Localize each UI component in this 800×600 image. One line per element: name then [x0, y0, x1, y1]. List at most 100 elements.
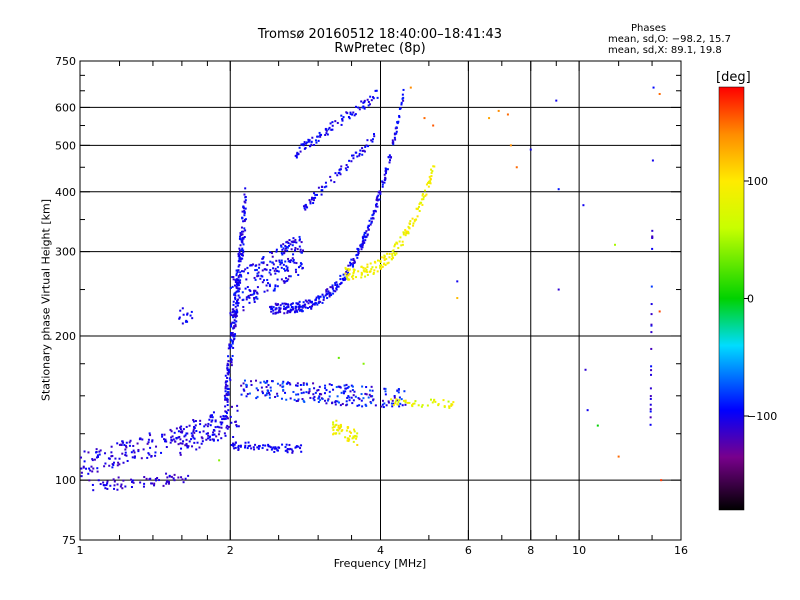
data-point [165, 446, 168, 449]
data-point [340, 281, 343, 284]
data-point [288, 259, 291, 262]
data-point [281, 253, 284, 256]
data-point [262, 262, 265, 265]
data-point [161, 433, 164, 436]
data-point [380, 264, 383, 267]
data-point [306, 307, 309, 310]
data-point [300, 241, 303, 244]
data-point [369, 389, 372, 392]
data-point [271, 380, 274, 383]
data-point [299, 264, 302, 267]
data-point [228, 368, 231, 371]
data-point [397, 401, 400, 404]
data-point [339, 283, 342, 286]
data-point [292, 308, 295, 311]
data-point [392, 402, 395, 405]
data-point [336, 283, 339, 286]
data-point [276, 392, 279, 395]
data-point [387, 400, 390, 403]
data-point [253, 292, 256, 295]
data-point [302, 391, 305, 394]
data-point [265, 393, 268, 396]
data-point [154, 478, 157, 481]
data-point [105, 484, 108, 487]
data-point [265, 268, 268, 271]
data-point [354, 113, 357, 116]
data-point [401, 93, 404, 96]
data-point [364, 267, 367, 270]
data-point [351, 275, 354, 278]
data-point [327, 292, 330, 295]
data-point [227, 370, 230, 373]
data-point [137, 448, 140, 451]
data-point [398, 399, 401, 402]
data-point [286, 240, 289, 243]
data-point [317, 295, 320, 298]
data-point [92, 489, 95, 492]
data-point [369, 395, 372, 398]
data-point [178, 435, 181, 438]
data-point [370, 268, 373, 271]
data-point [351, 113, 354, 116]
data-point [423, 189, 426, 192]
data-point [339, 278, 342, 281]
data-point [287, 278, 290, 281]
data-point [163, 433, 166, 436]
data-point [331, 121, 334, 124]
data-point [243, 212, 246, 215]
data-point [384, 176, 387, 179]
data-point [376, 259, 379, 262]
data-point [242, 237, 245, 240]
data-point [190, 310, 193, 313]
data-point [281, 443, 284, 446]
data-point [377, 194, 380, 197]
data-point [427, 180, 430, 183]
data-point [80, 467, 83, 470]
data-point [193, 426, 196, 429]
data-point [211, 419, 214, 422]
data-point [363, 270, 366, 273]
data-point [80, 475, 83, 478]
data-point [393, 243, 396, 246]
data-point [253, 298, 256, 301]
data-point [226, 391, 229, 394]
data-point [102, 481, 105, 484]
data-point [308, 299, 311, 302]
data-point [287, 257, 290, 260]
data-point [234, 441, 237, 444]
data-point [303, 147, 306, 150]
data-point [352, 257, 355, 260]
data-point [179, 453, 182, 456]
data-point [119, 485, 122, 488]
data-point [314, 193, 317, 196]
data-point [177, 443, 180, 446]
data-point [229, 287, 232, 290]
data-point [442, 399, 445, 402]
data-point [154, 454, 157, 457]
data-point [415, 218, 418, 221]
data-point [232, 338, 235, 341]
data-point [361, 244, 364, 247]
data-point [402, 96, 405, 99]
data-point [209, 438, 212, 441]
data-point [311, 303, 314, 306]
data-point [269, 389, 272, 392]
data-point [303, 207, 306, 210]
data-point [353, 114, 356, 117]
data-point [285, 443, 288, 446]
data-point [110, 451, 113, 454]
data-point [99, 449, 102, 452]
data-point [450, 404, 453, 407]
data-point [296, 310, 299, 313]
data-point [219, 415, 222, 418]
data-point [278, 308, 281, 311]
data-point [237, 284, 240, 287]
data-point [282, 243, 285, 246]
data-point [131, 456, 134, 459]
data-point [211, 438, 214, 441]
data-point [372, 133, 375, 136]
data-point [335, 419, 338, 422]
data-point [374, 261, 377, 264]
data-point [327, 290, 330, 293]
data-point [371, 217, 374, 220]
